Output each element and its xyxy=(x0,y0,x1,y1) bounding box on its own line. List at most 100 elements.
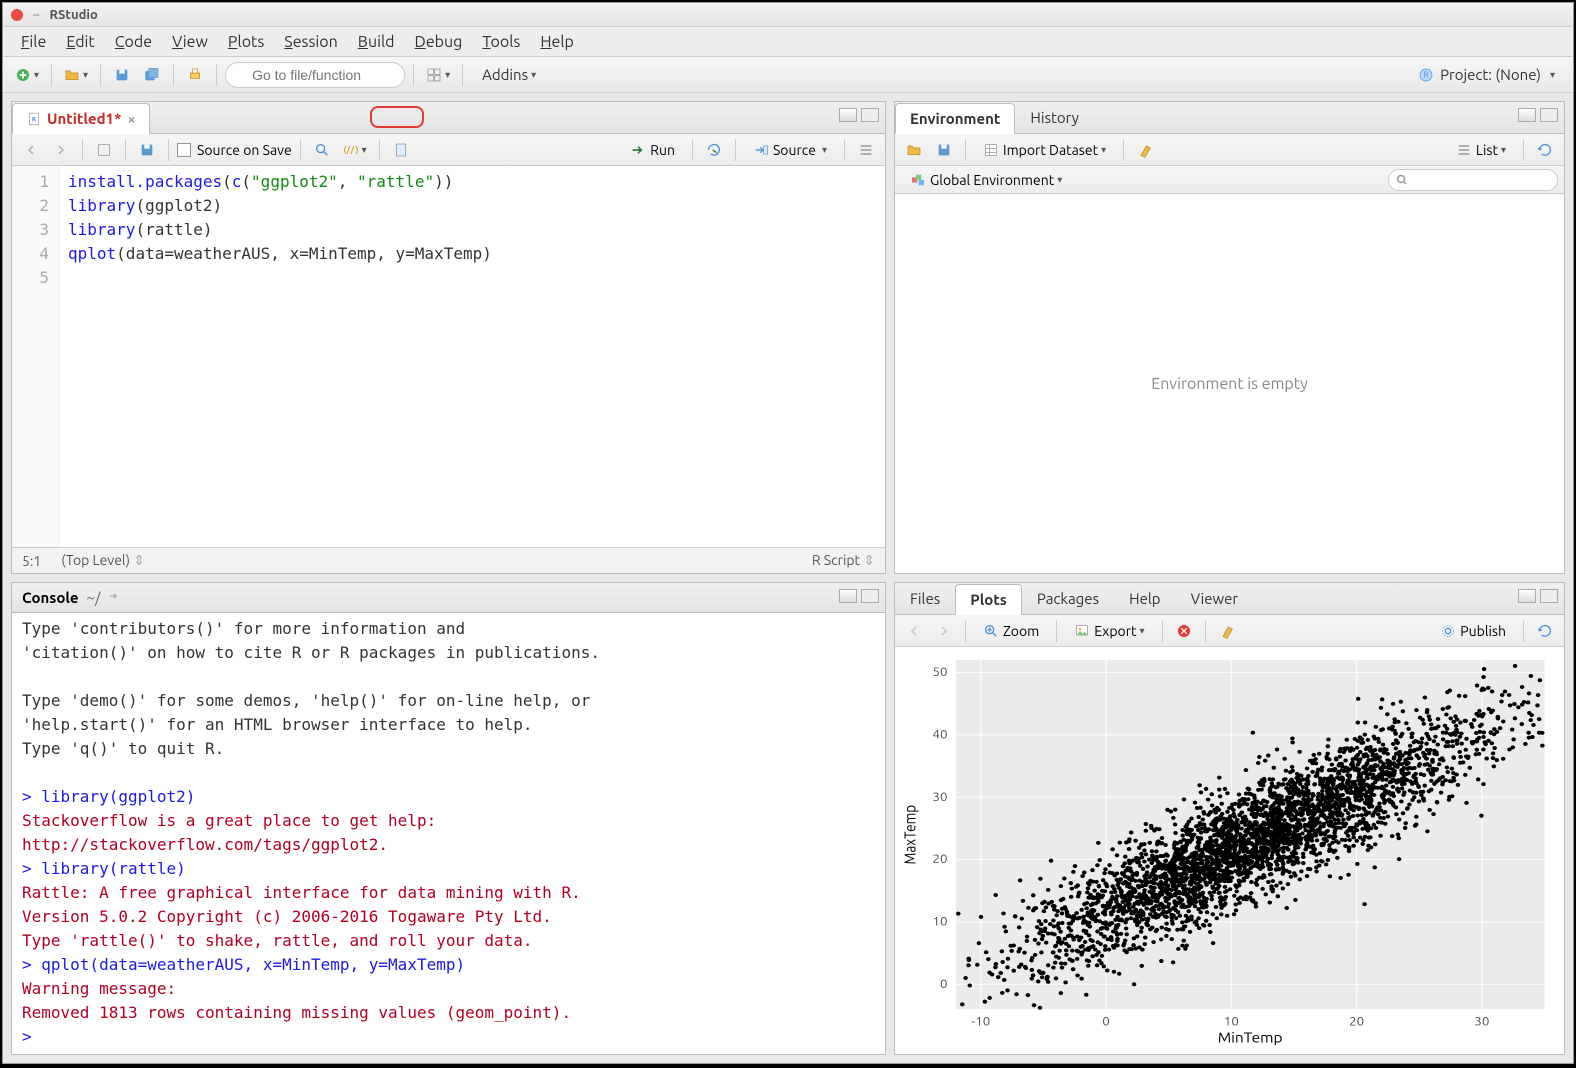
scope-indicator[interactable]: (Top Level) ⇕ xyxy=(61,552,145,569)
tab-files[interactable]: Files xyxy=(895,583,955,614)
titlebar: – RStudio xyxy=(3,3,1573,27)
svg-text:MaxTemp: MaxTemp xyxy=(901,805,919,865)
next-plot-button[interactable] xyxy=(931,618,957,644)
plots-pane: FilesPlotsPackagesHelpViewer Zoom Export… xyxy=(894,582,1565,1055)
save-source-button[interactable] xyxy=(134,137,160,163)
svg-text:-10: -10 xyxy=(971,1015,990,1028)
svg-text:10: 10 xyxy=(932,915,947,928)
main-toolbar: ▾ ▾ ▾ Addins▾ R xyxy=(3,57,1573,93)
code-editor[interactable]: 12345 install.packages(c("ggplot2", "rat… xyxy=(12,166,885,547)
zoom-button[interactable]: Zoom xyxy=(974,618,1048,644)
export-button[interactable]: Export▾ xyxy=(1065,618,1153,644)
tab-environment[interactable]: Environment xyxy=(895,103,1015,134)
svg-text:10: 10 xyxy=(1224,1015,1239,1028)
tab-history[interactable]: History xyxy=(1015,102,1094,133)
publish-button[interactable]: Publish xyxy=(1431,618,1515,644)
svg-text:20: 20 xyxy=(932,853,947,866)
minimize-pane-button[interactable] xyxy=(839,108,857,122)
maximize-plots-button[interactable] xyxy=(1540,589,1558,603)
menu-build[interactable]: Build xyxy=(350,29,403,55)
maximize-pane-button[interactable] xyxy=(861,108,879,122)
svg-text:30: 30 xyxy=(1474,1015,1489,1028)
minimize-env-button[interactable] xyxy=(1518,108,1536,122)
back-button[interactable] xyxy=(18,137,44,163)
svg-text:0: 0 xyxy=(940,978,948,991)
new-file-button[interactable]: ▾ xyxy=(11,62,43,88)
menu-file[interactable]: File xyxy=(13,29,54,55)
svg-text:50: 50 xyxy=(932,666,947,679)
load-workspace-button[interactable] xyxy=(901,137,927,163)
menubar: FileEditCodeViewPlotsSessionBuildDebugTo… xyxy=(3,27,1573,57)
minimize-plots-button[interactable] xyxy=(1518,589,1536,603)
console-title: Console xyxy=(22,589,79,606)
cursor-position: 5:1 xyxy=(22,553,41,569)
menu-help[interactable]: Help xyxy=(532,29,582,55)
print-button[interactable] xyxy=(182,62,208,88)
r-file-icon: R xyxy=(27,112,41,126)
addins-button[interactable]: Addins▾ xyxy=(471,62,547,88)
env-search-input[interactable] xyxy=(1388,169,1558,191)
close-tab-icon[interactable]: × xyxy=(127,111,135,127)
project-selector[interactable]: R Project: (None)▾ xyxy=(1408,66,1565,83)
outline-button[interactable] xyxy=(853,137,879,163)
minimize-console-button[interactable] xyxy=(839,589,857,603)
svg-text:40: 40 xyxy=(932,728,947,741)
find-button[interactable] xyxy=(309,137,335,163)
menu-session[interactable]: Session xyxy=(276,29,346,55)
clear-plots-button[interactable] xyxy=(1214,618,1240,644)
source-on-save-checkbox[interactable]: Source on Save xyxy=(177,142,292,158)
open-file-button[interactable]: ▾ xyxy=(60,62,92,88)
save-workspace-button[interactable] xyxy=(931,137,957,163)
console-output[interactable]: Type 'contributors()' for more informati… xyxy=(12,613,885,1054)
import-dataset-button[interactable]: Import Dataset▾ xyxy=(974,137,1115,163)
maximize-console-button[interactable] xyxy=(861,589,879,603)
menu-view[interactable]: View xyxy=(164,29,216,55)
env-empty-label: Environment is empty xyxy=(895,194,1564,573)
menu-edit[interactable]: Edit xyxy=(58,29,102,55)
environment-pane: EnvironmentHistory Import Dataset▾ xyxy=(894,101,1565,574)
menu-debug[interactable]: Debug xyxy=(407,29,471,55)
working-directory: ~/ xyxy=(87,589,101,606)
rerun-button[interactable] xyxy=(701,137,727,163)
source-tab-label: Untitled1* xyxy=(47,110,121,127)
menu-plots[interactable]: Plots xyxy=(220,29,272,55)
grid-view-button[interactable]: ▾ xyxy=(422,62,454,88)
language-indicator[interactable]: R Script ⇕ xyxy=(812,552,875,569)
close-icon[interactable] xyxy=(11,9,23,21)
source-tab[interactable]: R Untitled1* × xyxy=(12,103,150,134)
run-button[interactable]: Run xyxy=(621,137,684,163)
svg-text:30: 30 xyxy=(932,791,947,804)
save-button[interactable] xyxy=(109,62,135,88)
menu-code[interactable]: Code xyxy=(107,29,160,55)
compile-report-button[interactable] xyxy=(388,137,414,163)
remove-plot-button[interactable] xyxy=(1171,618,1197,644)
source-pane: R Untitled1* × Source on S xyxy=(11,101,886,574)
goto-file-input[interactable] xyxy=(225,62,405,88)
window-title: RStudio xyxy=(49,8,97,22)
svg-text:R: R xyxy=(1424,70,1429,79)
code-tools-button[interactable]: ▾ xyxy=(339,137,371,163)
menu-tools[interactable]: Tools xyxy=(474,29,528,55)
popout-icon[interactable] xyxy=(107,589,121,606)
minimize-icon[interactable]: – xyxy=(33,8,39,22)
tab-plots[interactable]: Plots xyxy=(955,584,1022,615)
plot-canvas: -10010203001020304050MinTempMaxTemp xyxy=(895,647,1564,1054)
save-all-button[interactable] xyxy=(139,62,165,88)
red-annotation xyxy=(370,106,424,128)
maximize-env-button[interactable] xyxy=(1540,108,1558,122)
svg-text:MinTemp: MinTemp xyxy=(1218,1030,1283,1046)
clear-env-button[interactable] xyxy=(1132,137,1158,163)
tab-help[interactable]: Help xyxy=(1114,583,1175,614)
tab-viewer[interactable]: Viewer xyxy=(1176,583,1254,614)
prev-plot-button[interactable] xyxy=(901,618,927,644)
list-view-button[interactable]: List▾ xyxy=(1447,137,1515,163)
svg-text:20: 20 xyxy=(1349,1015,1364,1028)
refresh-plot-button[interactable] xyxy=(1532,618,1558,644)
forward-button[interactable] xyxy=(48,137,74,163)
source-button[interactable]: Source▾ xyxy=(744,137,836,163)
env-scope-button[interactable]: Global Environment▾ xyxy=(901,167,1071,193)
show-in-new-window-button[interactable] xyxy=(91,137,117,163)
console-pane: Console ~/ Type 'contributors()' for mor… xyxy=(11,582,886,1055)
refresh-env-button[interactable] xyxy=(1532,137,1558,163)
tab-packages[interactable]: Packages xyxy=(1022,583,1114,614)
